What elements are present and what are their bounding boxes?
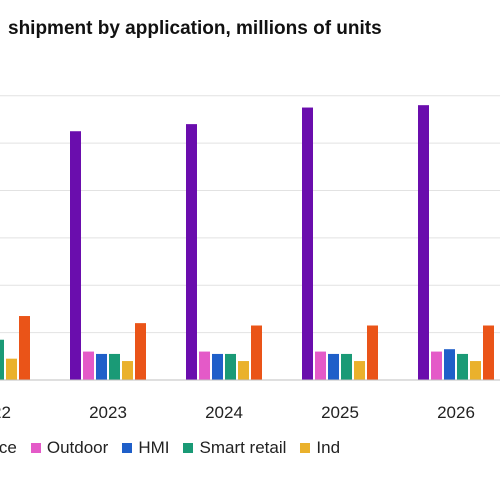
legend-item-smart-retail: Smart retail (183, 438, 286, 458)
legend-swatch-outdoor (30, 443, 41, 453)
bar (367, 325, 378, 380)
bar (225, 353, 236, 380)
bar (251, 325, 262, 380)
x-tick-labels: 202220232024202520262027 (0, 403, 475, 422)
bar (70, 131, 81, 380)
bar (186, 124, 197, 380)
bar (302, 107, 313, 381)
bar (341, 353, 352, 380)
bar (457, 353, 468, 380)
legend-swatch-hmi (122, 443, 133, 453)
legend-swatch-industrial (300, 443, 311, 453)
chart-title: shipment by application, millions of uni… (8, 18, 382, 39)
bar (83, 351, 94, 380)
bar (354, 361, 365, 380)
legend-item-office: ffice (0, 438, 17, 458)
legend-label-hmi: HMI (138, 438, 170, 457)
legend-item-industrial: Ind (300, 438, 340, 458)
legend-label-office: ffice (0, 438, 17, 457)
bar (109, 353, 120, 380)
legend-label-outdoor: Outdoor (46, 438, 109, 457)
bars (0, 105, 494, 381)
bar (418, 105, 429, 381)
bar (135, 323, 146, 380)
bar (6, 358, 17, 380)
bar (238, 361, 249, 380)
bar (315, 351, 326, 380)
legend-label-industrial: Ind (316, 438, 341, 457)
x-tick-label: 2025 (321, 403, 359, 422)
legend-swatch-smart-retail (183, 443, 194, 453)
bar (431, 351, 442, 380)
legend: ffice Outdoor HMI Smart retail Ind (0, 438, 354, 458)
bar (96, 353, 107, 380)
bar (212, 353, 223, 380)
legend-item-hmi: HMI (122, 438, 169, 458)
legend-label-smart-retail: Smart retail (199, 438, 287, 457)
bar (470, 361, 481, 380)
legend-item-outdoor: Outdoor (30, 438, 109, 458)
gridlines (0, 95, 500, 334)
bar (19, 316, 30, 380)
bar (444, 349, 455, 380)
x-tick-label: 2022 (0, 403, 11, 422)
x-tick-label: 2023 (89, 403, 127, 422)
bar (483, 325, 494, 380)
bar (328, 353, 339, 380)
bar (199, 351, 210, 380)
bar (122, 361, 133, 380)
x-tick-label: 2026 (437, 403, 475, 422)
x-tick-label: 2024 (205, 403, 243, 422)
bar (0, 339, 4, 380)
